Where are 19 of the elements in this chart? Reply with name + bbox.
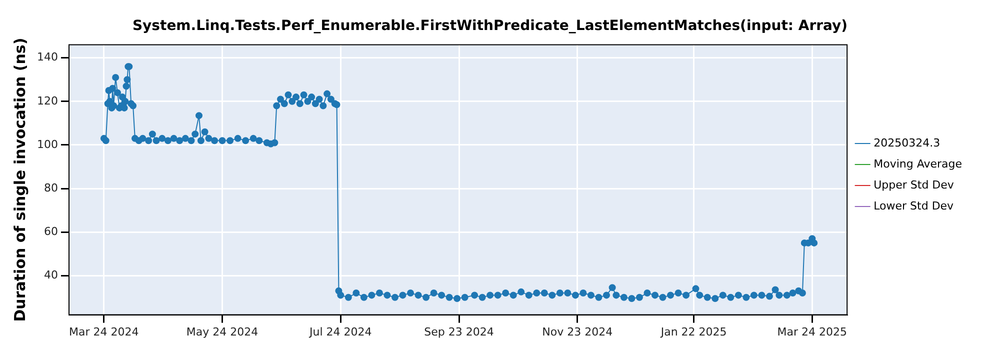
legend-label: Lower Std Dev [874,199,954,212]
legend-label: 20250324.3 [874,136,940,150]
x-tick-label: May 24 2024 [186,325,258,338]
y-tick-label: 140 [36,50,58,64]
x-tick-label: Jan 22 2025 [660,325,727,338]
x-tick-label: Mar 24 2024 [69,325,139,338]
y-tick-label: 40 [44,268,58,282]
y-tick-label: 120 [36,94,58,108]
x-tick-label: Mar 24 2025 [777,325,848,338]
x-tick-label: Nov 23 2024 [542,325,613,338]
chart-title: System.Linq.Tests.Perf_Enumerable.FirstWithPredicate_LastElementMatches(input: Array) [132,18,848,34]
y-tick-label: 80 [44,181,58,194]
legend-label: Moving Average [874,157,962,170]
y-axis-title: Duration of single invocation (ns) [10,38,29,322]
x-tick-label: Sep 23 2024 [424,325,494,338]
y-tick-label: 100 [36,138,58,151]
y-tick-label: 60 [44,224,58,238]
x-tick-label: Jul 24 2024 [308,325,372,338]
legend-label: Upper Std Dev [874,178,954,192]
